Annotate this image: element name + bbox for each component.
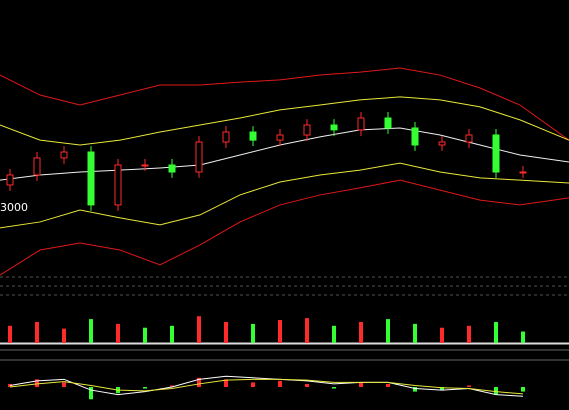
band-line	[0, 67, 569, 141]
volume-bar	[35, 321, 39, 343]
volume-bar	[332, 325, 336, 343]
volume-bar	[116, 323, 120, 343]
candle-body	[411, 127, 419, 146]
volume-bar	[278, 320, 282, 343]
candle-body	[33, 157, 41, 176]
candle-body	[357, 117, 365, 131]
volume-bar	[251, 323, 255, 343]
candle-body	[114, 164, 122, 206]
band-line	[0, 96, 569, 146]
volume-bar	[224, 321, 228, 343]
candle-body	[87, 151, 95, 206]
volume-bar	[467, 325, 471, 343]
candle-body	[168, 164, 176, 173]
volume-bar	[413, 323, 417, 343]
volume-bar	[197, 316, 201, 343]
candle-body	[141, 164, 149, 167]
band-line	[0, 162, 569, 229]
volume-bar	[89, 319, 93, 343]
candle-body	[195, 141, 203, 173]
volume-bar	[521, 331, 525, 343]
macd-line	[9, 378, 524, 395]
y-tick-label: 3000	[0, 201, 28, 214]
volume-bar	[359, 321, 363, 343]
volume-bar	[8, 325, 12, 343]
volume-bar	[170, 325, 174, 343]
candle-body	[276, 134, 284, 141]
candle-body	[438, 141, 446, 146]
candle-body	[6, 174, 14, 186]
volume-bar	[440, 327, 444, 343]
band-line	[0, 127, 569, 181]
volume-bar	[386, 319, 390, 343]
volume-bar	[494, 321, 498, 343]
candle-body	[60, 151, 68, 159]
macd-line	[9, 375, 524, 397]
volume-bar	[305, 318, 309, 343]
candle-body	[492, 134, 500, 173]
candle-body	[330, 124, 338, 131]
band-line	[0, 179, 569, 276]
candle-body	[465, 134, 473, 143]
candle-body	[222, 131, 230, 143]
candle-body	[519, 171, 527, 174]
candle-body	[303, 124, 311, 136]
volume-bar	[62, 328, 66, 343]
candle-body	[249, 131, 257, 141]
volume-bar	[143, 327, 147, 343]
candle-body	[384, 117, 392, 129]
